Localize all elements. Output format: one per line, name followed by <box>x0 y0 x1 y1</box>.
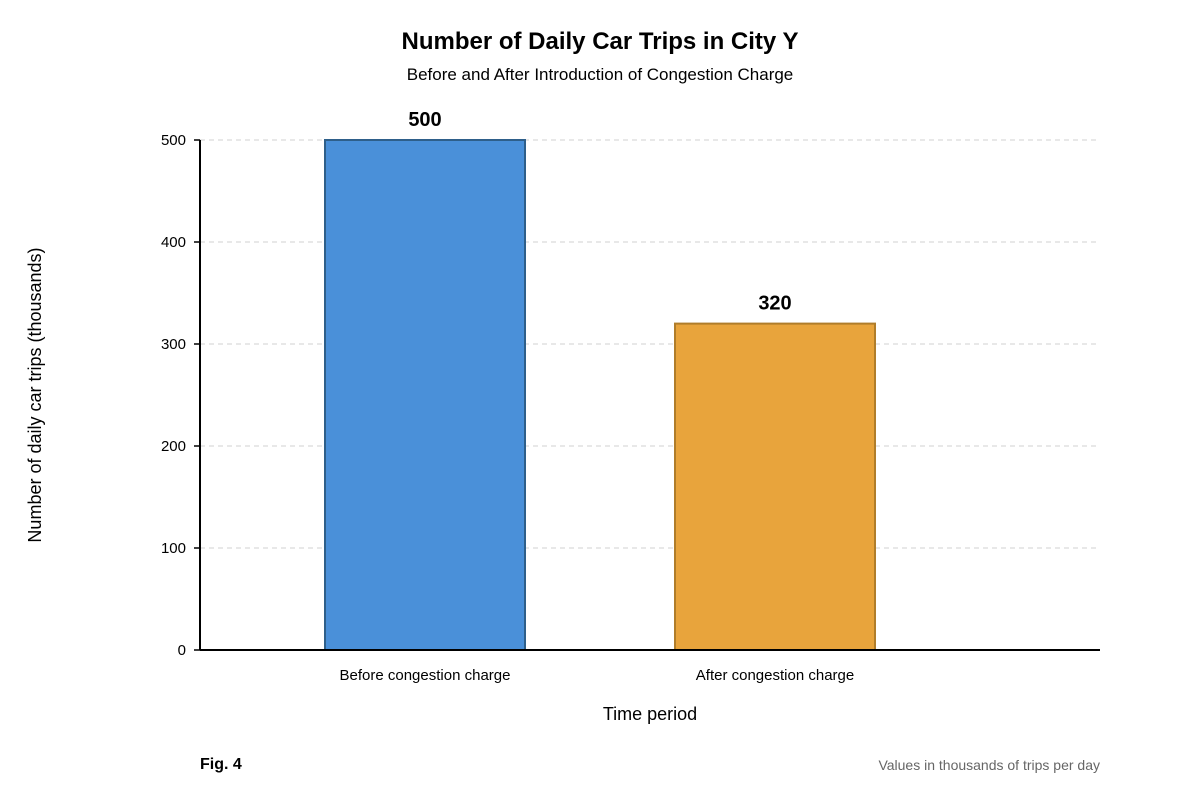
bar <box>674 322 876 651</box>
gridlines <box>200 139 1100 549</box>
y-tick-label: 400 <box>161 234 186 251</box>
axes <box>199 140 1100 651</box>
y-tick-label: 200 <box>161 438 186 455</box>
chart-title: Number of Daily Car Trips in City Y <box>401 28 799 55</box>
y-tick-label: 0 <box>178 642 186 659</box>
data-labels: 500 320 <box>408 109 791 315</box>
y-axis-title: Number of daily car trips (thousands) <box>25 247 45 542</box>
bars <box>324 139 876 651</box>
y-tick-label: 300 <box>161 336 186 353</box>
data-label: 500 <box>408 109 441 131</box>
y-ticks: 0 100 200 300 400 500 <box>161 132 200 659</box>
data-label: 320 <box>758 293 791 315</box>
x-tick-label: Before congestion charge <box>340 667 511 684</box>
x-tick-labels: Before congestion charge After congestion… <box>340 667 855 684</box>
x-tick-label: After congestion charge <box>696 667 854 684</box>
y-tick-label: 100 <box>161 540 186 557</box>
chart-subtitle: Before and After Introduction of Congest… <box>406 65 794 84</box>
y-tick-label: 500 <box>161 132 186 149</box>
bar <box>324 139 526 651</box>
figure-label: Fig. 4 <box>200 756 242 773</box>
figure-note: Values in thousands of trips per day <box>878 757 1100 773</box>
x-axis-title: Time period <box>603 704 697 724</box>
